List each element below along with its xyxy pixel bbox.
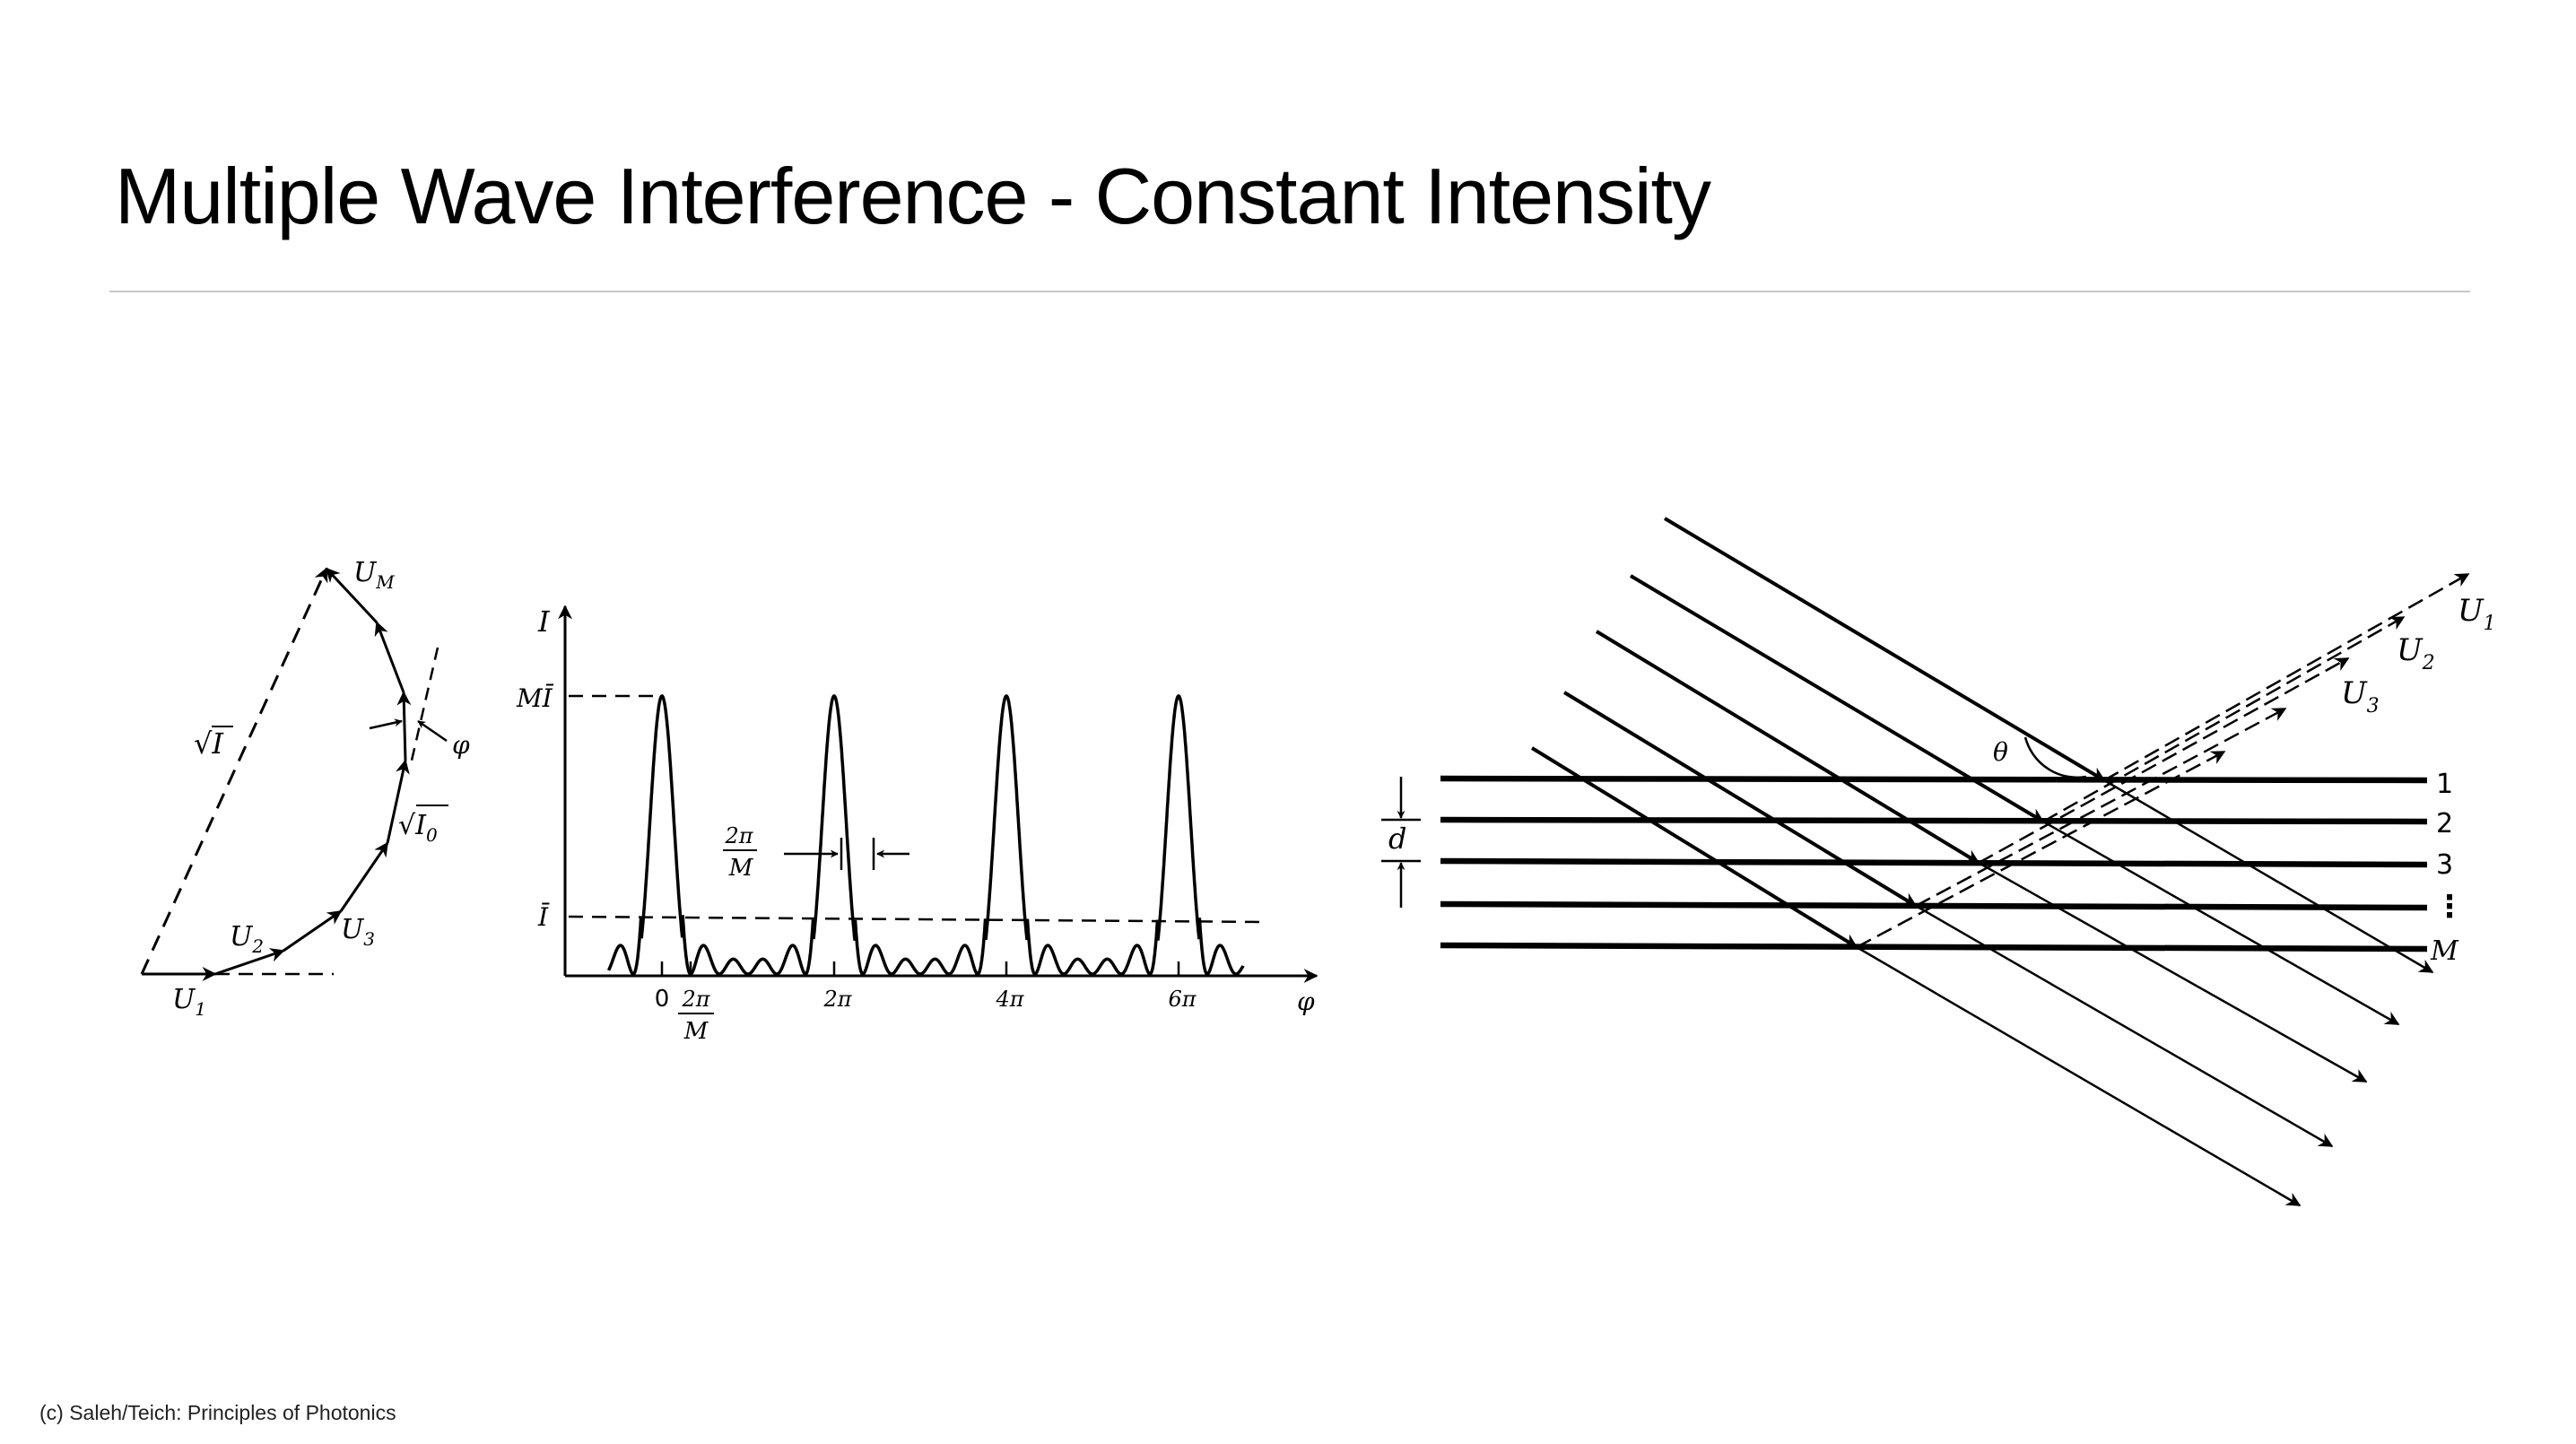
incident-ray-5 bbox=[1530, 746, 1858, 949]
phasor-u5 bbox=[386, 759, 410, 844]
layer-line-m bbox=[1440, 942, 2428, 953]
x-axis-label: φ bbox=[1297, 987, 1315, 1016]
source-credit: (c) Saleh/Teich: Principles of Photonics bbox=[39, 1401, 396, 1424]
tick-label-2pi-over-m-den: M bbox=[683, 1018, 709, 1045]
mean-level-label: Ī bbox=[537, 902, 550, 932]
slide-title: Multiple Wave Interference - Constant In… bbox=[115, 152, 1711, 240]
layer-label-m: M bbox=[2430, 935, 2459, 967]
spacing-label: d bbox=[1388, 822, 1406, 856]
label-u3: U3 bbox=[341, 914, 375, 950]
phi-arrow-right bbox=[417, 719, 448, 743]
layer-label-3: 3 bbox=[2436, 849, 2453, 881]
transmitted-ray-2 bbox=[2042, 820, 2400, 1026]
incident-ray-3 bbox=[1595, 630, 1980, 865]
layer-line-4 bbox=[1440, 900, 2428, 911]
mean-level-dashed bbox=[568, 915, 1267, 924]
tick-label-2pi: 2π bbox=[822, 987, 852, 1012]
label-phi: φ bbox=[452, 730, 470, 760]
phasor-u2 bbox=[214, 948, 285, 976]
wave-label-u3: U3 bbox=[2341, 675, 2380, 718]
incident-ray-2 bbox=[1629, 574, 2045, 823]
intensity-plot bbox=[558, 605, 1318, 983]
reflected-wave-3 bbox=[1978, 657, 2350, 865]
phasor-u7 bbox=[374, 621, 405, 693]
tick-label-2pi-over-m-num: 2π bbox=[681, 987, 710, 1012]
phasor-u3 bbox=[283, 909, 343, 953]
phasor-u6 bbox=[396, 691, 412, 761]
tick-label-6pi: 6π bbox=[1168, 987, 1197, 1012]
reflected-wave-1 bbox=[2103, 572, 2470, 782]
phasor-u4 bbox=[339, 841, 389, 912]
layer-line-1 bbox=[1440, 775, 2428, 784]
wave-label-u1: U1 bbox=[2458, 593, 2496, 635]
tick-label-4pi: 4π bbox=[995, 987, 1024, 1012]
incident-ray-1 bbox=[1663, 517, 2106, 782]
y-axis-label: I bbox=[537, 605, 551, 639]
layer-label-ellipsis: ⋮ bbox=[2434, 889, 2465, 925]
phase-reference-line bbox=[409, 647, 439, 765]
tick-marks bbox=[660, 961, 1180, 976]
theta-label: θ bbox=[1993, 737, 2008, 767]
incident-ray-4 bbox=[1562, 691, 1918, 908]
layer-line-3 bbox=[1440, 857, 2428, 868]
label-sqrt-i: √I bbox=[194, 726, 224, 761]
interference-curve bbox=[606, 694, 1245, 976]
phi-arrow-left bbox=[369, 718, 403, 730]
layer-label-2: 2 bbox=[2436, 808, 2453, 839]
resultant-phasor-line bbox=[140, 567, 328, 975]
phasor-diagram bbox=[140, 567, 448, 981]
width-denominator: M bbox=[728, 855, 754, 882]
layer-line-2 bbox=[1440, 816, 2428, 825]
rays bbox=[1530, 517, 2470, 1207]
transmitted-ray-4 bbox=[1915, 904, 2334, 1148]
theta-arc bbox=[2023, 736, 2087, 779]
phasor-um bbox=[325, 567, 379, 624]
title-divider bbox=[109, 291, 2470, 292]
label-um: UM bbox=[353, 557, 395, 593]
transmitted-ray-5 bbox=[1856, 945, 2302, 1207]
peak-level-label: MĪ bbox=[516, 683, 554, 713]
phasor-labels: UM √I φ √I0 U3 U2 U1 bbox=[172, 557, 470, 1020]
layer-label-1: 1 bbox=[2436, 769, 2453, 800]
layer-labels: d θ 1 2 3 ⋮ M U1 U2 U3 bbox=[1388, 593, 2496, 967]
intensity-labels: I φ MĪ Ī 2π M 0 2π M 2π 4π 6π bbox=[516, 605, 1315, 1045]
reflected-wave-4 bbox=[1915, 707, 2287, 908]
wave-label-u2: U2 bbox=[2397, 632, 2435, 674]
label-sqrt-i0: √I0 bbox=[398, 810, 438, 846]
label-u1: U1 bbox=[172, 984, 206, 1020]
transmitted-ray-1 bbox=[2103, 779, 2434, 974]
tick-label-0: 0 bbox=[655, 986, 670, 1013]
transmitted-ray-3 bbox=[1978, 861, 2368, 1083]
layer-stack bbox=[1381, 775, 2428, 953]
reflected-wave-2 bbox=[2042, 615, 2406, 823]
width-numerator: 2π bbox=[724, 823, 753, 848]
label-u2: U2 bbox=[230, 921, 264, 957]
